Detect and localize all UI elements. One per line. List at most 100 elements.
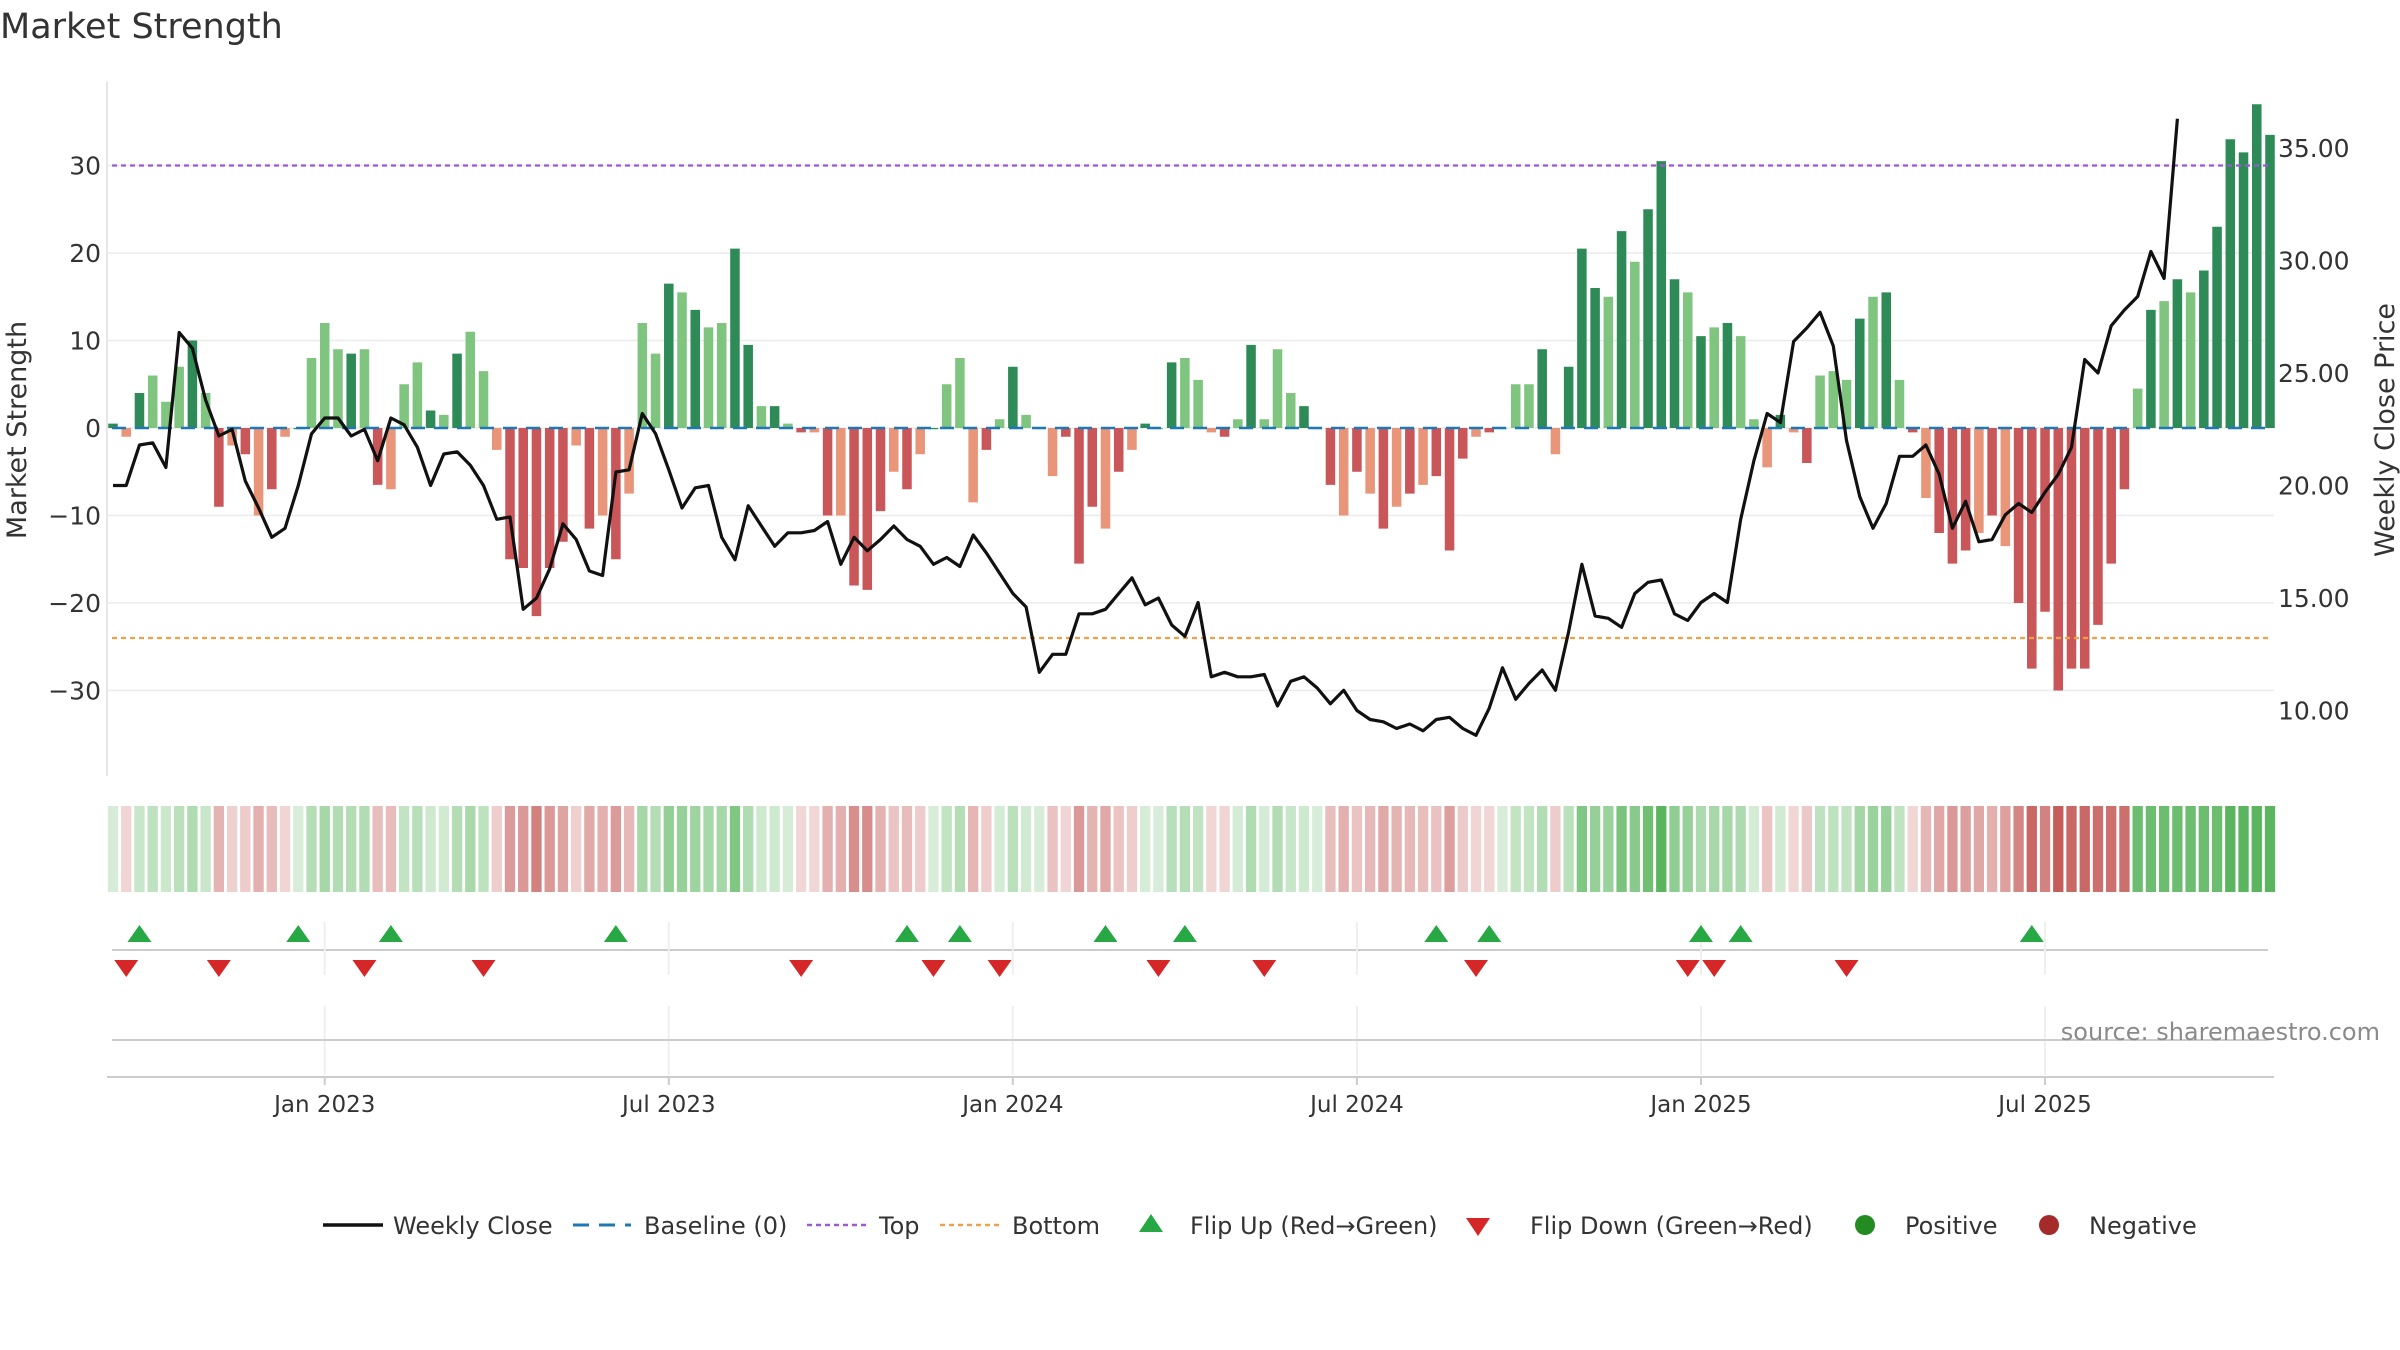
heat-strip-cell	[1841, 806, 1852, 892]
strength-bar-positive	[2265, 134, 2275, 428]
left-tick-label: −20	[48, 589, 101, 618]
strength-bar-negative	[558, 428, 568, 542]
heat-strip-cell	[610, 806, 622, 892]
flip-up-marker	[1688, 925, 1713, 942]
flip-down-marker	[789, 960, 814, 977]
strength-bar-positive	[1193, 379, 1203, 428]
strength-bar-negative	[1352, 428, 1362, 472]
heat-strip-cell	[1947, 806, 1958, 892]
heat-strip-cell	[1272, 806, 1283, 892]
heat-strip-cell	[213, 806, 225, 892]
strength-bar-negative	[531, 428, 542, 617]
strength-bar-negative	[1100, 428, 1111, 529]
left-tick-label: −30	[48, 677, 101, 706]
strength-bar-positive	[1696, 336, 1706, 428]
legend-weekly-close: Weekly Close	[393, 1212, 553, 1240]
flip-down-marker	[1702, 960, 1727, 977]
heat-strip-cell	[2158, 806, 2170, 892]
strength-bar-positive	[1021, 414, 1031, 428]
strength-bar-positive	[1868, 296, 1878, 428]
strength-bar-positive	[2212, 226, 2222, 428]
heat-strip-cell	[1722, 806, 1733, 892]
heat-strip-cell	[319, 806, 330, 892]
strength-bar-positive	[783, 423, 793, 428]
heat-strip-cell	[769, 806, 780, 892]
strength-bar-positive	[319, 323, 330, 428]
flip-up-marker	[1093, 925, 1118, 942]
heat-strip-cell	[1563, 806, 1574, 892]
heat-strip-cell	[941, 806, 952, 892]
strength-bar-positive	[1682, 292, 1693, 428]
heat-strip-cell	[2066, 806, 2077, 892]
strength-bar-negative	[624, 428, 634, 494]
heat-strip-cell	[1245, 806, 1257, 892]
heat-strip-cell	[147, 806, 158, 892]
strength-bar-negative	[1219, 428, 1230, 437]
strength-bars	[108, 104, 2275, 691]
heat-strip-cell	[1431, 806, 1442, 892]
strength-bar-positive	[174, 366, 184, 428]
strength-bar-positive	[2225, 139, 2236, 428]
heat-strip-cell	[2026, 806, 2037, 892]
flip-up-marker	[603, 925, 628, 942]
strength-bar-positive	[703, 327, 714, 428]
strength-bar-positive	[1630, 261, 1640, 428]
heat-strip-cell	[1801, 806, 1813, 892]
strength-bar-negative	[1762, 428, 1772, 468]
strength-bar-positive	[346, 353, 356, 428]
right-tick-label: 25.00	[2278, 359, 2350, 388]
strength-bar-positive	[2185, 292, 2196, 428]
heat-strip-cell	[1510, 806, 1521, 892]
heat-strip-cell	[306, 806, 317, 892]
strength-bar-positive	[1537, 349, 1547, 428]
right-tick-label: 35.00	[2278, 134, 2350, 163]
heat-strip-cell	[1735, 806, 1746, 892]
strength-bar-positive	[1563, 366, 1574, 428]
strength-bar-positive	[200, 393, 211, 428]
strength-bar-negative	[505, 428, 515, 560]
heat-strip-cell	[1325, 806, 1336, 892]
heat-strip-cell	[1748, 806, 1760, 892]
heat-strip-cell	[2106, 806, 2117, 892]
heat-strip-cell	[160, 806, 172, 892]
strength-bar-negative	[2066, 428, 2077, 669]
legend-negative-icon	[2039, 1215, 2059, 1235]
heat-strip-cell	[1867, 806, 1879, 892]
strength-bar-negative	[1206, 428, 1217, 433]
strength-bar-negative	[1458, 428, 1468, 459]
heat-strip-cell	[2079, 806, 2090, 892]
heat-strip-cell	[690, 806, 701, 892]
strength-bar-negative	[1074, 428, 1084, 564]
heat-strip-cell	[1470, 806, 1482, 892]
heat-strip-cell	[1920, 806, 1932, 892]
heat-strip-cell	[531, 806, 542, 892]
heat-strip-cell	[1404, 806, 1416, 892]
strength-bar-positive	[1841, 379, 1852, 428]
heat-strip-cell	[637, 806, 648, 892]
heat-strip-cell	[729, 806, 741, 892]
legend-positive: Positive	[1905, 1212, 1998, 1240]
strength-bar-positive	[1881, 292, 1892, 428]
strength-bar-positive	[2172, 279, 2183, 428]
strength-bar-positive	[439, 414, 449, 428]
heat-strip-cell	[809, 806, 820, 892]
strength-bar-positive	[1140, 423, 1150, 428]
strength-bar-positive	[1722, 323, 1733, 428]
strength-bar-positive	[994, 419, 1005, 428]
heat-strip-cell	[782, 806, 794, 892]
heat-strip-cell	[795, 806, 807, 892]
heat-strip-cell	[1140, 806, 1151, 892]
heat-strip-cell	[174, 806, 185, 892]
strength-bar-negative	[214, 428, 224, 507]
strength-bar-positive	[1656, 161, 1667, 428]
heat-strip-cell	[2185, 806, 2196, 892]
heat-strip-cell	[451, 806, 463, 892]
legend-negative: Negative	[2089, 1212, 2197, 1240]
heat-strip-cell	[240, 806, 251, 892]
heat-strip-cell	[1788, 806, 1799, 892]
x-tick-label: Jan 2024	[960, 1092, 1063, 1118]
legend: Weekly Close Baseline (0) Top Bottom Fli…	[323, 1212, 2197, 1240]
strength-bar-negative	[1471, 428, 1481, 437]
legend-flip-down-icon	[1466, 1218, 1490, 1236]
right-tick-label: 15.00	[2278, 584, 2350, 613]
